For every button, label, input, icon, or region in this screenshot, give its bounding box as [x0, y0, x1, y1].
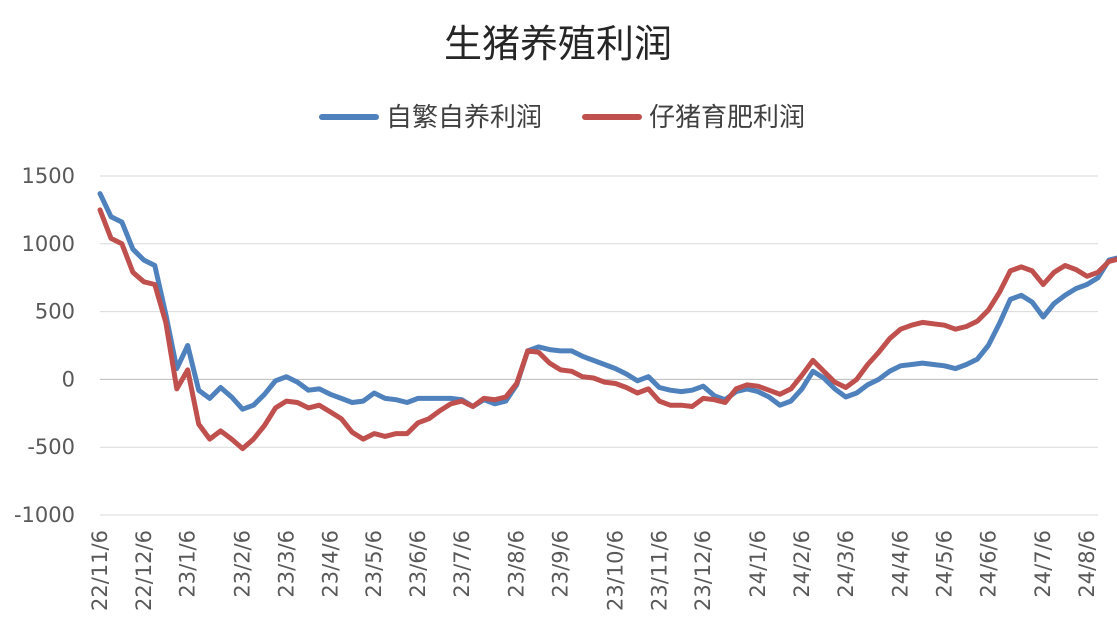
series-line-zizhu	[97, 207, 1117, 452]
y-tick-label: -1000	[14, 503, 75, 527]
chart-title: 生猪养殖利润	[444, 22, 672, 66]
y-axis-tick-labels: 1500 1000 500 0 -500 -1000	[14, 164, 75, 527]
x-tick-label: 23/4/6	[318, 530, 342, 598]
legend-label-zifan: 自繁自养利润	[386, 103, 542, 133]
x-tick-label: 24/1/6	[746, 530, 770, 598]
x-tick-label: 23/8/6	[505, 530, 529, 598]
y-tick-label: -500	[27, 435, 75, 459]
x-tick-label: 24/8/6	[1075, 530, 1099, 598]
x-tick-label: 24/7/6	[1031, 530, 1055, 598]
x-tick-label: 24/3/6	[834, 530, 858, 598]
x-tick-label: 23/7/6	[450, 530, 474, 598]
y-tick-label: 500	[35, 300, 75, 324]
series-lines	[97, 191, 1117, 452]
x-tick-label: 24/6/6	[976, 530, 1000, 598]
gridlines	[100, 175, 1098, 516]
x-tick-label: 23/2/6	[231, 530, 255, 598]
x-tick-label: 23/1/6	[176, 530, 200, 598]
x-axis-tick-labels: 22/11/6 22/12/6 23/1/6 23/2/6 23/3/6 23/4/6 23…	[88, 530, 1099, 611]
legend-label-zizhu: 仔猪育肥利润	[649, 103, 805, 133]
x-tick-label: 23/12/6	[691, 530, 715, 611]
x-tick-label: 23/6/6	[406, 530, 430, 598]
x-tick-label: 22/11/6	[88, 530, 112, 611]
y-tick-label: 0	[62, 367, 75, 391]
x-tick-label: 23/3/6	[274, 530, 298, 598]
legend: 自繁自养利润 仔猪育肥利润	[319, 103, 805, 133]
x-tick-label: 24/5/6	[932, 530, 956, 598]
y-tick-label: 1000	[22, 232, 75, 256]
y-tick-label: 1500	[22, 164, 75, 188]
x-tick-label: 23/10/6	[603, 530, 627, 611]
series-line-zifan	[97, 191, 1117, 412]
x-tick-label: 23/5/6	[362, 530, 386, 598]
x-tick-label: 23/11/6	[647, 530, 671, 611]
x-tick-label: 22/12/6	[132, 530, 156, 611]
x-tick-label: 23/9/6	[549, 530, 573, 598]
x-tick-label: 24/2/6	[790, 530, 814, 598]
x-tick-label: 24/4/6	[889, 530, 913, 598]
